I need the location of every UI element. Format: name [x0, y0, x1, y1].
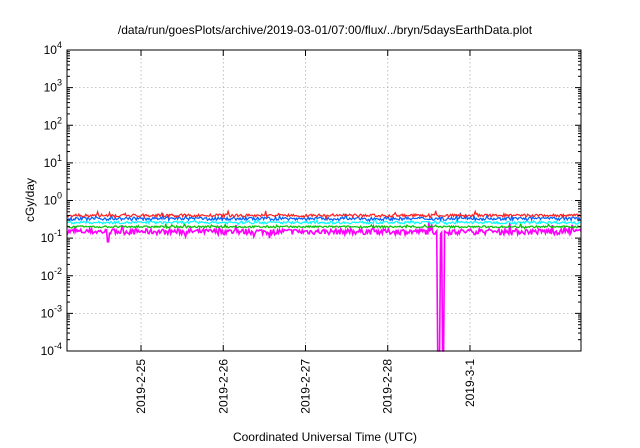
- grid: [67, 50, 581, 351]
- y-tick-label: 103: [44, 78, 62, 95]
- y-tick-label: 104: [44, 40, 62, 57]
- series-line: [66, 217, 582, 227]
- series-line: [66, 209, 582, 221]
- series-line: [66, 212, 582, 223]
- series-group: [66, 209, 582, 352]
- series-line: [66, 222, 582, 352]
- y-tick-label: 100: [44, 191, 62, 208]
- x-tick-label: 2019-2-25: [134, 359, 148, 414]
- chart-title: /data/run/goesPlots/archive/2019-03-01/0…: [118, 23, 533, 37]
- x-axis-label: Coordinated Universal Time (UTC): [233, 430, 417, 444]
- x-tick-label: 2019-2-26: [216, 359, 230, 414]
- x-tick-label: 2019-2-28: [381, 359, 395, 414]
- y-ticks: 104 103 102 101 100 10-1 10-2 10-3 10-4: [41, 40, 581, 358]
- y-tick-label: 10-1: [41, 228, 62, 245]
- x-tick-label: 2019-2-27: [298, 359, 312, 414]
- y-tick-label: 10-3: [41, 303, 62, 320]
- y-tick-label: 10-4: [41, 341, 62, 358]
- x-ticks: 2019-2-25 2019-2-26 2019-2-27 2019-2-28 2019…: [134, 50, 477, 414]
- y-tick-label: 101: [44, 153, 62, 170]
- x-tick-label: 2019-3-1: [463, 359, 477, 407]
- y-tick-label: 102: [44, 115, 62, 132]
- y-axis-label: cGy/day: [23, 178, 37, 222]
- series-line: [66, 221, 582, 230]
- y-tick-label: 10-2: [41, 266, 62, 283]
